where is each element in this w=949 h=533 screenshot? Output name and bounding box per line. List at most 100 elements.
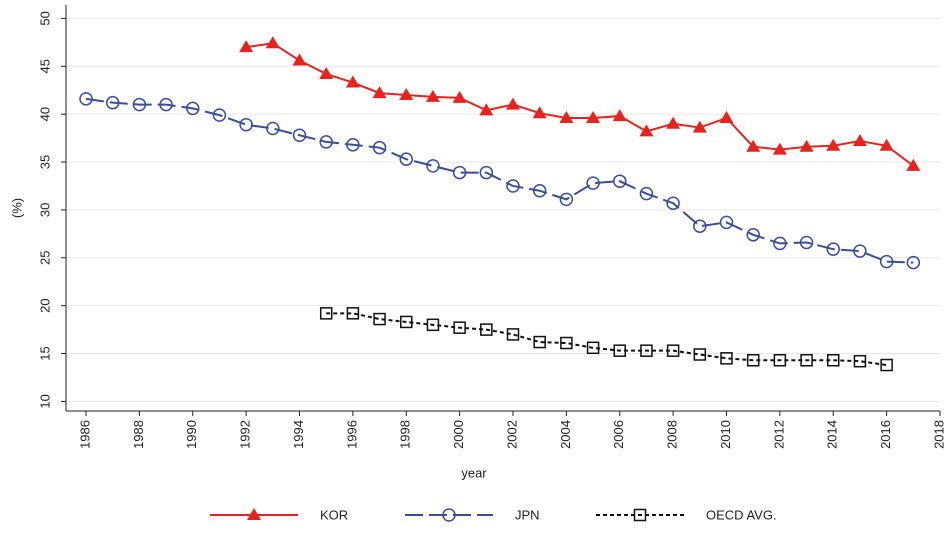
y-tick-label: 15 xyxy=(37,346,52,360)
data-point xyxy=(639,124,654,137)
data-point xyxy=(372,140,387,155)
data-point xyxy=(879,254,894,269)
data-point xyxy=(479,165,494,180)
data-point xyxy=(666,344,680,357)
y-tick-label: 25 xyxy=(37,251,52,265)
series-line xyxy=(85,97,914,264)
data-point xyxy=(800,354,813,367)
data-point xyxy=(453,321,466,334)
data-point xyxy=(212,108,227,122)
data-point xyxy=(319,135,333,149)
data-point xyxy=(239,117,253,132)
x-tick-label: 2012 xyxy=(771,420,786,449)
legend-label: OECD AVG. xyxy=(706,507,777,522)
data-point xyxy=(373,312,386,326)
data-point xyxy=(239,40,254,53)
data-point xyxy=(479,103,494,116)
data-point xyxy=(799,139,814,152)
x-tick-label: 1994 xyxy=(291,420,306,449)
data-point xyxy=(826,242,841,256)
data-point xyxy=(773,354,787,367)
x-tick-label: 2006 xyxy=(611,420,626,449)
data-point xyxy=(319,66,334,79)
x-tick-label: 2002 xyxy=(504,420,519,449)
x-tick-label: 2004 xyxy=(558,420,573,449)
y-axis-label: (%) xyxy=(9,198,24,218)
y-tick-label: 40 xyxy=(37,107,52,121)
x-tick-label: 1998 xyxy=(398,420,413,449)
data-point xyxy=(586,341,600,355)
data-point xyxy=(266,121,280,136)
legend-marker xyxy=(442,508,456,522)
data-point xyxy=(506,328,520,341)
data-point xyxy=(586,110,601,123)
data-point xyxy=(880,358,893,372)
data-point xyxy=(532,106,547,119)
x-tick-label: 1988 xyxy=(131,420,146,449)
data-point xyxy=(799,235,814,250)
data-point xyxy=(480,323,493,336)
data-point xyxy=(826,138,841,151)
data-point xyxy=(853,244,867,258)
y-tick-label: 50 xyxy=(37,11,52,25)
legend-label: JPN xyxy=(515,507,540,522)
data-point xyxy=(906,255,921,270)
data-point xyxy=(852,133,867,146)
x-tick-label: 2008 xyxy=(665,420,680,449)
x-tick-label: 1992 xyxy=(238,420,253,449)
data-point xyxy=(533,335,546,349)
data-point xyxy=(719,215,734,230)
data-point xyxy=(399,152,414,166)
x-tick-label: 1990 xyxy=(184,420,199,449)
data-point xyxy=(639,186,654,201)
data-point xyxy=(720,352,733,365)
data-point xyxy=(772,142,787,155)
data-point xyxy=(693,348,707,361)
x-tick-label: 2016 xyxy=(878,420,893,449)
x-tick-label: 1996 xyxy=(344,420,359,449)
data-point xyxy=(506,97,521,110)
x-tick-label: 2000 xyxy=(451,420,466,449)
data-point xyxy=(666,196,680,210)
data-point xyxy=(452,165,467,180)
data-point xyxy=(346,307,360,320)
y-tick-label: 30 xyxy=(37,203,52,217)
data-point xyxy=(746,228,760,242)
data-point xyxy=(292,53,307,66)
data-point xyxy=(345,75,360,88)
data-point xyxy=(400,315,413,329)
y-tick-label: 45 xyxy=(37,59,52,73)
data-point xyxy=(265,36,280,49)
data-point xyxy=(506,179,520,193)
data-point xyxy=(906,158,921,171)
data-point xyxy=(746,354,760,367)
data-point xyxy=(693,219,707,233)
x-axis-label: year xyxy=(461,465,487,480)
data-point xyxy=(612,109,627,122)
legend-marker xyxy=(633,508,647,522)
x-tick-label: 2018 xyxy=(931,420,946,449)
data-point xyxy=(532,184,547,198)
data-point xyxy=(425,89,440,102)
data-point xyxy=(692,120,707,133)
data-point xyxy=(559,192,574,207)
x-tick-label: 2014 xyxy=(825,420,840,449)
data-point xyxy=(292,128,307,142)
data-point xyxy=(560,336,573,350)
data-point xyxy=(426,318,440,332)
y-tick-label: 10 xyxy=(37,394,52,408)
data-point xyxy=(719,110,734,123)
data-point xyxy=(746,139,761,152)
data-point xyxy=(853,354,867,368)
data-point xyxy=(586,176,600,190)
x-tick-label: 1986 xyxy=(77,420,92,449)
data-point xyxy=(827,354,840,367)
data-point xyxy=(79,92,93,106)
series-line xyxy=(245,42,914,167)
data-point xyxy=(666,116,681,129)
data-point xyxy=(132,97,147,112)
data-point xyxy=(346,138,360,152)
y-tick-label: 35 xyxy=(37,155,52,169)
data-point xyxy=(452,90,467,103)
